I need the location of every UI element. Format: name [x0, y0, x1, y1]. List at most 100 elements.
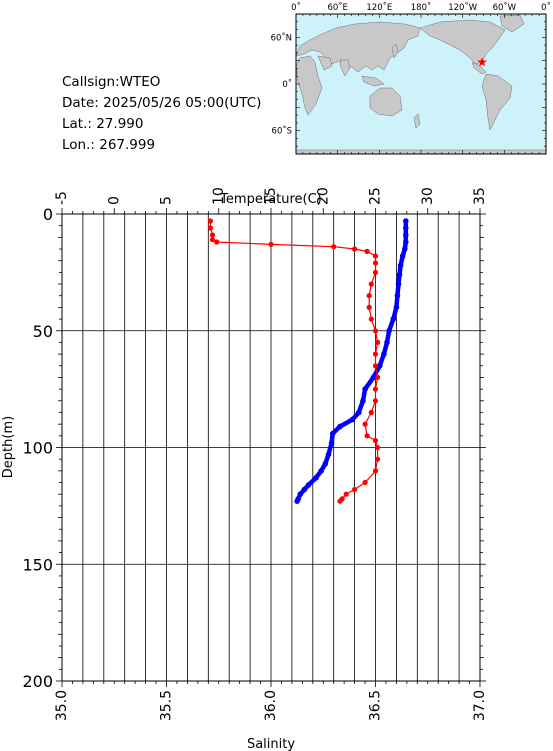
salinity-point	[372, 269, 379, 275]
salinity-axis-label: Salinity	[247, 737, 295, 751]
temperature-tick-label: -5	[54, 191, 70, 205]
salinity-point	[372, 386, 379, 392]
temperature-point	[386, 328, 392, 334]
map-ticks	[295, 13, 547, 155]
temperature-point	[394, 292, 401, 299]
temperature-point	[395, 281, 402, 287]
land-arabia	[317, 55, 333, 71]
lat-text: Lat.: 27.990	[62, 116, 144, 132]
map-lon-label: 60˚E	[327, 2, 347, 13]
depth-axis-label: Depth(m)	[1, 416, 16, 478]
temperature-tick-label: 10	[211, 187, 227, 205]
map-marker-star-icon	[477, 57, 487, 67]
salinity-tick-label: 35.0	[54, 690, 70, 721]
temperature-point	[403, 239, 409, 245]
depth-tick-label: 200	[22, 672, 53, 691]
temperature-tick-label: 30	[420, 187, 436, 205]
temperature-point	[360, 398, 366, 404]
map-lon-label: 0˚	[541, 2, 551, 13]
salinity-point	[375, 339, 381, 345]
temperature-point	[337, 423, 343, 430]
temperature-point	[297, 491, 304, 498]
map-lat-label: 0˚	[282, 79, 292, 90]
land-south-america	[481, 73, 513, 131]
temperature-tick-label: 15	[263, 187, 279, 205]
salinity-point	[372, 468, 379, 474]
salinity-point	[366, 293, 372, 299]
salinity-series	[207, 218, 381, 504]
land-greenland	[499, 14, 525, 33]
axis-ticks	[56, 208, 486, 687]
temperature-point	[390, 316, 397, 322]
temperature-point	[301, 486, 308, 493]
land-japan	[391, 43, 399, 59]
salinity-tick-label: 37.0	[472, 690, 488, 721]
temperature-point	[403, 218, 409, 224]
temperature-point	[403, 232, 409, 238]
salinity-point	[209, 232, 216, 238]
temperature-point	[403, 225, 409, 231]
map-lon-label: 0˚	[291, 2, 301, 13]
temperature-point	[356, 409, 362, 416]
date-text: Date: 2025/05/26 05:00(UTC)	[62, 95, 262, 111]
temperature-point	[384, 339, 390, 346]
depth-tick-label: 50	[33, 322, 53, 341]
world-map: 0˚ 60˚E 120˚E 180˚ 120˚W 60˚W 0˚ 60˚N 0˚ 60˚S	[271, 2, 551, 155]
temperature-point	[399, 253, 406, 259]
salinity-point	[362, 479, 368, 486]
temperature-line	[295, 221, 409, 503]
salinity-tick-label: 36.0	[263, 690, 279, 721]
salinity-tick-label: 35.5	[159, 690, 175, 721]
salinity-point	[214, 239, 220, 245]
salinity-point	[372, 260, 379, 266]
map-lat-label: 60˚N	[271, 32, 292, 43]
salinity-point	[209, 237, 216, 243]
temperature-point	[393, 304, 400, 311]
map-lat-label: 60˚S	[272, 126, 292, 137]
land-nz	[413, 113, 421, 129]
temperature-point	[397, 262, 404, 269]
temperature-point	[381, 351, 387, 357]
map-lon-label: 180˚	[411, 2, 431, 13]
temperature-point	[325, 451, 332, 458]
salinity-point	[372, 351, 379, 357]
salinity-point	[364, 433, 370, 439]
map-land	[295, 14, 547, 155]
salinity-point	[268, 241, 274, 247]
temperature-point	[322, 461, 329, 467]
temperature-point	[376, 363, 383, 369]
temperature-point	[362, 386, 368, 392]
salinity-point	[368, 409, 374, 416]
depth-tick-label: 100	[22, 439, 53, 458]
salinity-point	[331, 244, 337, 250]
salinity-point	[375, 456, 381, 462]
salinity-point	[368, 281, 374, 287]
salinity-point	[372, 253, 379, 259]
callsign-text: Callsign:WTEO	[62, 74, 161, 90]
salinity-point	[372, 363, 379, 369]
salinity-point	[362, 421, 368, 427]
temperature-point	[318, 468, 325, 474]
salinity-tick-label: 36.5	[368, 690, 384, 721]
temperature-point	[294, 498, 300, 505]
salinity-point	[375, 374, 381, 380]
temperature-point	[328, 440, 335, 446]
land-africa	[295, 55, 323, 116]
temperature-tick-label: 0	[106, 196, 122, 205]
land-australia	[369, 87, 403, 117]
temperature-point	[396, 271, 403, 278]
temperature-tick-label: 35	[472, 187, 488, 205]
chart-grid	[61, 214, 481, 681]
map-lon-labels: 0˚ 60˚E 120˚E 180˚ 120˚W 60˚W 0˚	[291, 2, 551, 13]
salinity-point	[366, 304, 372, 310]
chart-series	[207, 218, 409, 505]
depth-tick-labels: 0 50 100 150 200	[22, 205, 53, 691]
temperature-point	[313, 475, 319, 481]
land-central-america	[471, 61, 487, 75]
temperature-tick-label: 5	[159, 196, 175, 205]
salinity-point	[364, 248, 370, 254]
salinity-point	[207, 218, 213, 224]
station-marker	[477, 57, 487, 67]
salinity-point	[368, 316, 374, 322]
